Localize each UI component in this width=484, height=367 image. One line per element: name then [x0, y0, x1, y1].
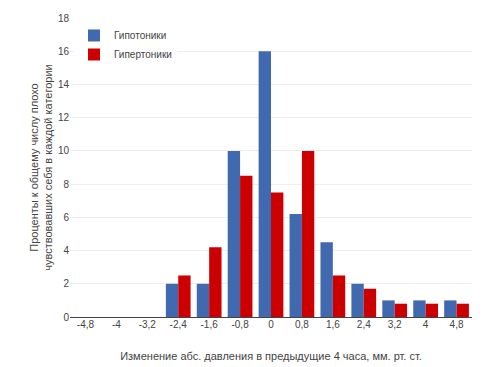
svg-text:2,4: 2,4: [357, 319, 371, 330]
svg-text:Проценты к общему числу плохоч: Проценты к общему числу плохочувствовавш…: [28, 64, 54, 271]
svg-text:0: 0: [63, 312, 69, 323]
svg-text:-4,8: -4,8: [77, 319, 95, 330]
svg-text:0: 0: [268, 319, 274, 330]
svg-text:1,6: 1,6: [326, 319, 340, 330]
svg-text:-3,2: -3,2: [139, 319, 157, 330]
svg-text:4: 4: [63, 245, 69, 256]
svg-text:-0,8: -0,8: [231, 319, 249, 330]
svg-text:10: 10: [58, 145, 70, 156]
svg-text:14: 14: [58, 79, 70, 90]
svg-text:-1,6: -1,6: [201, 319, 219, 330]
svg-text:4: 4: [423, 319, 429, 330]
svg-text:0,8: 0,8: [295, 319, 309, 330]
svg-text:Гипотоники: Гипотоники: [114, 30, 166, 41]
svg-text:6: 6: [63, 212, 69, 223]
svg-text:16: 16: [58, 46, 70, 57]
svg-text:18: 18: [58, 13, 70, 24]
svg-text:-2,4: -2,4: [170, 319, 188, 330]
svg-text:-4: -4: [112, 319, 121, 330]
svg-text:Гипертоники: Гипертоники: [114, 49, 172, 60]
svg-text:2: 2: [63, 278, 69, 289]
svg-text:12: 12: [58, 112, 70, 123]
svg-text:Изменение абс. давления в пред: Изменение абс. давления в предыдущие 4 ч…: [120, 350, 422, 362]
svg-text:3,2: 3,2: [388, 319, 402, 330]
svg-text:4,8: 4,8: [450, 319, 464, 330]
svg-text:8: 8: [63, 179, 69, 190]
